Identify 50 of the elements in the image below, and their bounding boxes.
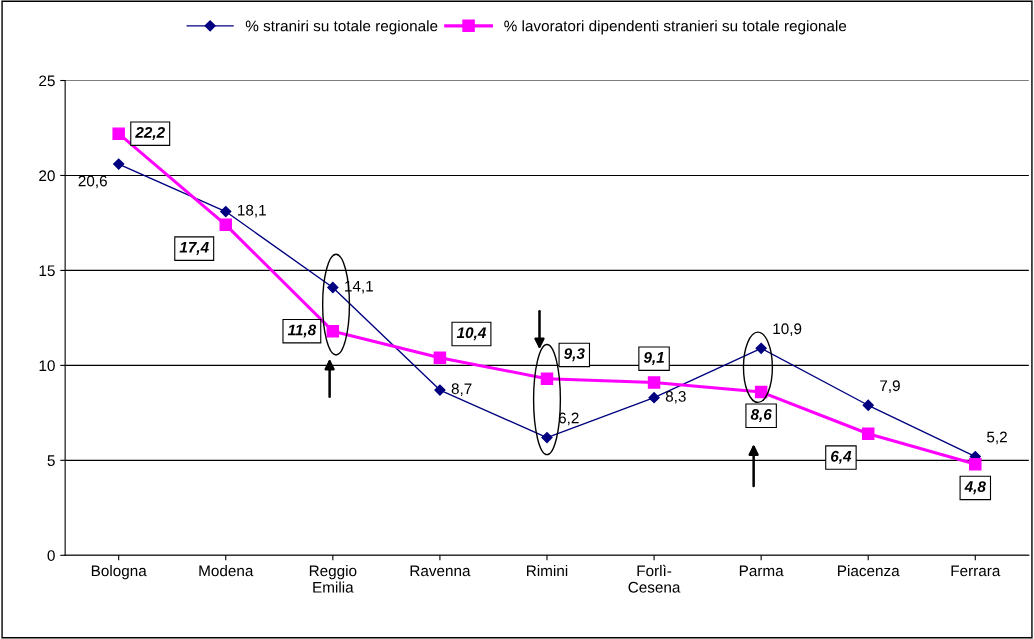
data-label: 7,9	[880, 380, 900, 393]
point	[862, 399, 874, 411]
y-tick-label: 20	[39, 170, 55, 182]
data-label: 10,9	[773, 323, 802, 336]
point	[433, 351, 447, 365]
point	[969, 457, 982, 471]
x-tick-label: Rimini	[527, 565, 568, 577]
data-label: 9,1	[643, 351, 664, 365]
data-label: 8,7	[451, 383, 472, 396]
x-tick-label: Parma	[739, 565, 784, 577]
legend-label: % straniri su totale regionale	[245, 20, 438, 35]
point	[113, 158, 125, 170]
data-label: 9,3	[564, 348, 585, 362]
data-label: 20,6	[78, 175, 107, 189]
x-tick-label: Ferrara	[951, 565, 1001, 577]
data-label: 18,1	[238, 204, 266, 218]
point	[755, 342, 767, 354]
point	[434, 384, 446, 396]
x-tick-label: Bologna	[91, 565, 147, 580]
y-tick-label: 5	[47, 455, 55, 467]
y-tick-label: 10	[39, 360, 55, 372]
data-label: 11,8	[287, 324, 317, 338]
point	[647, 376, 661, 389]
data-label: 22,2	[135, 126, 165, 141]
point	[220, 205, 232, 218]
point	[861, 427, 875, 440]
data-label: 8,6	[750, 409, 772, 423]
point	[540, 372, 554, 385]
x-tick-label: Piacenza	[838, 565, 900, 577]
data-label: 4,8	[964, 481, 986, 495]
x-tick-label: Ravenna	[410, 565, 471, 577]
point	[219, 218, 233, 232]
y-tick-label: 0	[47, 550, 55, 561]
data-label: 6,4	[831, 450, 852, 464]
data-label: 5,2	[987, 431, 1007, 445]
x-tick-label: Forlì- Cesena	[628, 564, 681, 593]
point	[754, 385, 768, 399]
data-label: 8,3	[665, 390, 686, 404]
x-tick-label: Modena	[199, 565, 254, 577]
point	[327, 281, 339, 294]
data-label: 10,4	[456, 327, 487, 341]
legend-label: % lavoratori dipendenti stranieri su totale regionale	[504, 20, 847, 35]
point	[648, 392, 660, 404]
point	[541, 431, 553, 444]
data-label: 17,4	[179, 242, 209, 255]
y-tick-label: 25	[39, 75, 55, 87]
x-tick-label: Reggio Emilia	[309, 565, 357, 593]
y-tick-label: 15	[39, 265, 55, 277]
point	[112, 127, 125, 140]
point	[326, 324, 340, 338]
